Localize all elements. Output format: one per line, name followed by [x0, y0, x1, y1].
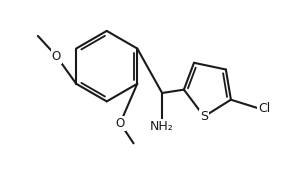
Text: NH₂: NH₂ [150, 120, 174, 133]
Text: S: S [200, 110, 208, 123]
Text: Cl: Cl [258, 102, 270, 115]
Text: O: O [52, 50, 61, 62]
Text: O: O [116, 117, 125, 130]
